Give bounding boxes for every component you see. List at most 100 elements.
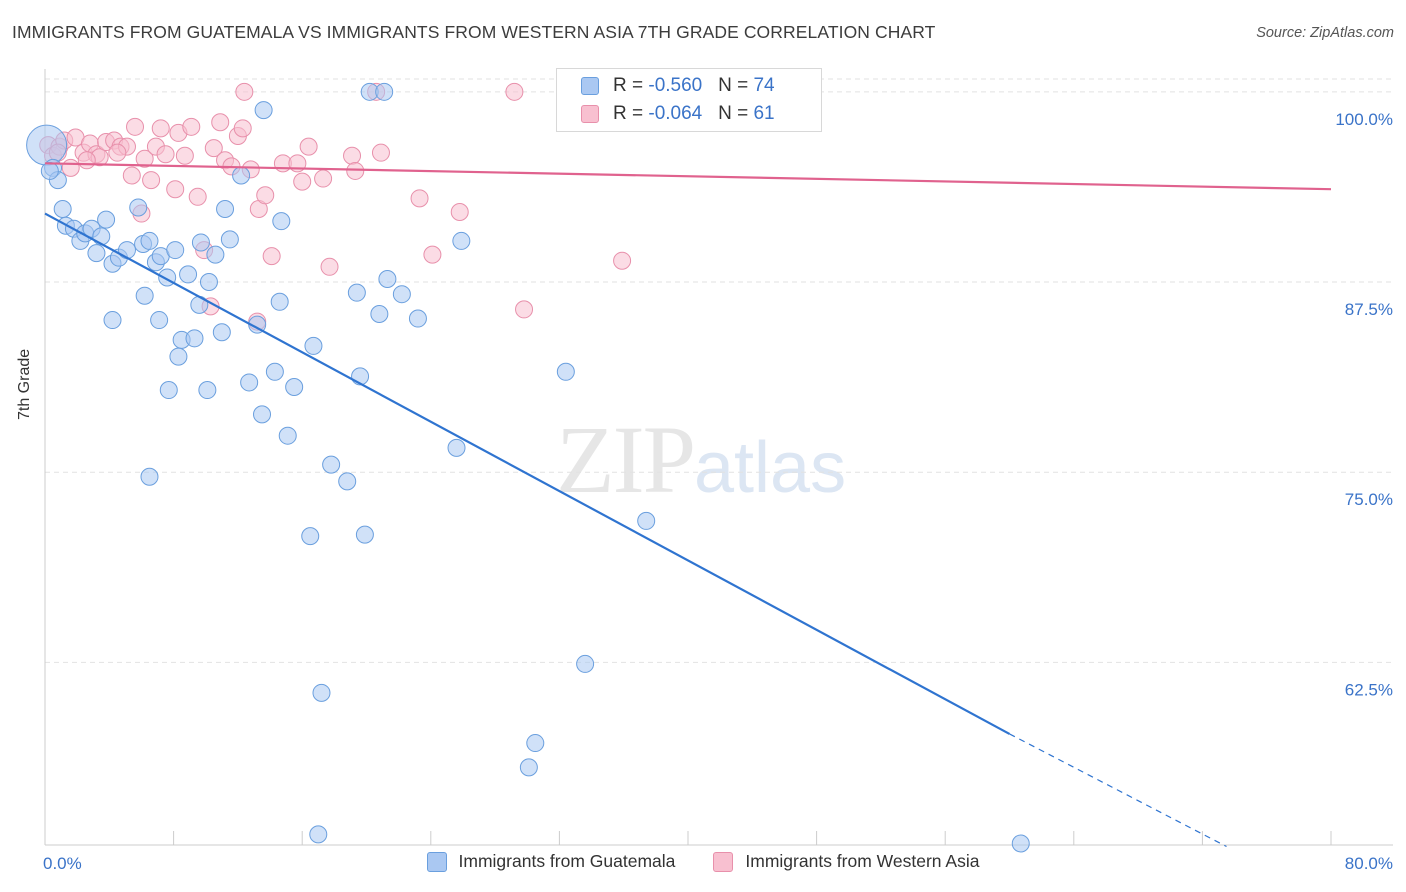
western-asia-point xyxy=(505,82,524,101)
guatemala-point xyxy=(576,654,595,673)
guatemala-point xyxy=(322,455,341,474)
n-label: N = xyxy=(718,103,754,124)
western-asia-point xyxy=(346,161,365,180)
guatemala-point xyxy=(375,82,394,101)
western-asia-point xyxy=(188,187,207,206)
guatemala-point xyxy=(40,161,59,180)
legend-label-western-asia: Immigrants from Western Asia xyxy=(745,851,980,871)
guatemala-point xyxy=(304,336,323,355)
western-asia-point xyxy=(314,169,333,188)
guatemala-point xyxy=(103,311,122,330)
western-asia-point xyxy=(142,171,161,190)
guatemala-point xyxy=(206,245,225,264)
chart-title: IMMIGRANTS FROM GUATEMALA VS IMMIGRANTS … xyxy=(12,22,936,42)
western-asia-point xyxy=(613,251,632,270)
guatemala-point xyxy=(166,241,185,260)
n-value-western-asia: 61 xyxy=(753,103,775,124)
guatemala-point xyxy=(199,273,218,292)
western-asia-point xyxy=(320,257,339,276)
y-axis-label: 7th Grade xyxy=(16,348,33,420)
guatemala-point xyxy=(140,231,159,250)
r-value-guatemala: -0.560 xyxy=(648,75,703,96)
guatemala-point xyxy=(220,230,239,249)
guatemala-point xyxy=(212,323,231,342)
guatemala-point xyxy=(309,825,328,844)
guatemala-point xyxy=(408,309,427,328)
guatemala-point xyxy=(272,212,291,231)
guatemala-point xyxy=(265,362,284,381)
western-asia-point xyxy=(256,186,275,205)
source-credit: Source: ZipAtlas.com xyxy=(1256,25,1394,41)
guatemala-point xyxy=(140,467,159,486)
guatemala-point xyxy=(270,292,289,311)
western-asia-point xyxy=(122,166,141,185)
western-asia-point xyxy=(423,245,442,264)
r-label: R = xyxy=(613,75,649,96)
western-asia-trend-line xyxy=(44,162,1332,191)
guatemala-point xyxy=(135,286,154,305)
western-asia-point xyxy=(235,82,254,101)
guatemala-point xyxy=(452,231,471,250)
y-tick-label: 62.5% xyxy=(1345,680,1393,699)
western-asia-point xyxy=(108,143,127,162)
y-tick-label: 100.0% xyxy=(1335,110,1393,129)
guatemala-point xyxy=(240,373,259,392)
guatemala-point xyxy=(355,525,374,544)
guatemala-point xyxy=(159,381,178,400)
guatemala-point xyxy=(150,311,169,330)
guatemala-point xyxy=(301,527,320,546)
series-legend: Immigrants from Guatemala Immigrants fro… xyxy=(0,851,1406,872)
guatemala-trend-line xyxy=(44,212,1011,735)
legend-item-western-asia[interactable]: Immigrants from Western Asia xyxy=(713,851,979,872)
guatemala-point xyxy=(378,269,397,288)
stats-legend-row-guatemala: R = -0.560 N = 74 xyxy=(581,74,775,98)
western-asia-point xyxy=(410,189,429,208)
guatemala-point xyxy=(347,283,366,302)
western-asia-point xyxy=(135,149,154,168)
western-asia-point xyxy=(343,146,362,165)
guatemala-point xyxy=(198,381,217,400)
legend-item-guatemala[interactable]: Immigrants from Guatemala xyxy=(426,851,676,872)
guatemala-point xyxy=(338,472,357,491)
western-asia-point xyxy=(233,119,252,138)
western-asia-point xyxy=(77,151,96,170)
guatemala-point xyxy=(169,347,188,366)
western-asia-point xyxy=(166,180,185,199)
western-asia-point xyxy=(156,145,175,164)
western-asia-point xyxy=(61,158,80,177)
guatemala-point xyxy=(392,285,411,304)
guatemala-point xyxy=(526,734,545,753)
guatemala-point xyxy=(1011,834,1030,853)
legend-swatch-guatemala xyxy=(426,851,447,872)
western-asia-point xyxy=(515,300,534,319)
guatemala-point xyxy=(253,405,272,424)
western-asia-point xyxy=(151,119,170,138)
western-asia-point xyxy=(182,117,201,136)
guatemala-point xyxy=(216,199,235,218)
guatemala-point xyxy=(185,329,204,348)
guatemala-point xyxy=(447,438,466,457)
western-asia-point xyxy=(450,203,469,222)
r-label: R = xyxy=(613,103,649,124)
western-asia-point xyxy=(299,137,318,156)
western-asia-point xyxy=(211,113,230,132)
guatemala-point xyxy=(370,304,389,323)
guatemala-point xyxy=(87,244,106,263)
guatemala-point xyxy=(26,124,68,166)
legend-label-guatemala: Immigrants from Guatemala xyxy=(458,851,676,871)
y-tick-label: 75.0% xyxy=(1345,490,1393,509)
guatemala-point xyxy=(117,241,136,260)
guatemala-point xyxy=(285,378,304,397)
western-asia-point xyxy=(371,143,390,162)
western-asia-point xyxy=(293,172,312,191)
stats-legend-row-western-asia: R = -0.064 N = 61 xyxy=(581,102,775,126)
guatemala-swatch xyxy=(581,77,599,95)
western-asia-point xyxy=(204,139,223,158)
watermark-zip: ZIP xyxy=(556,406,696,513)
x-tick-label: 0.0% xyxy=(43,854,82,873)
watermark: ZIPatlas xyxy=(556,404,846,515)
y-tick-label: 87.5% xyxy=(1345,300,1393,319)
watermark-atlas: atlas xyxy=(694,428,847,508)
guatemala-point xyxy=(637,511,656,530)
